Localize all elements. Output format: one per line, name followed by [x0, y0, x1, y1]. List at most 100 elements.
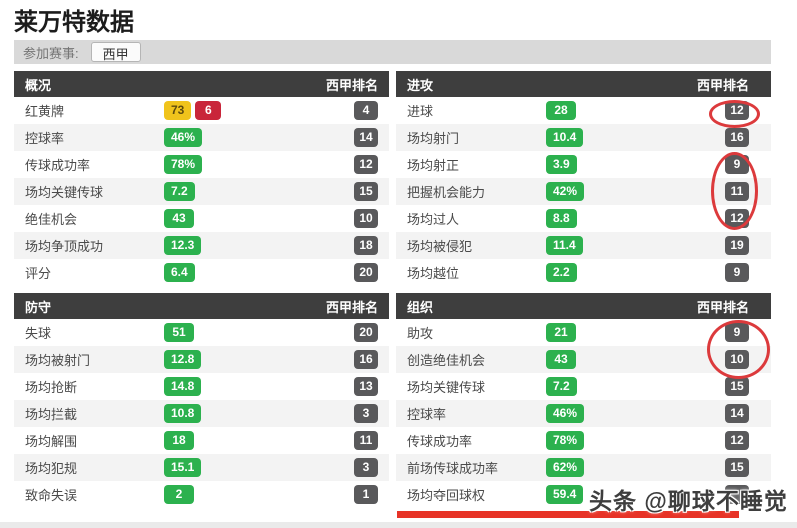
stat-values: 10.8	[164, 404, 202, 423]
stat-label: 传球成功率	[25, 158, 91, 173]
stat-label: 场均争顶成功	[25, 239, 104, 254]
stat-row: 场均被侵犯 11.4 19	[396, 232, 771, 259]
rank-badge: 10	[354, 209, 378, 228]
stat-values: 6.4	[164, 263, 195, 282]
stat-value-badge: 46%	[164, 128, 203, 147]
red-circle-annotation-organization-ranks	[707, 320, 770, 379]
stat-value-badge: 12.3	[164, 236, 202, 255]
stat-label: 场均拦截	[25, 407, 78, 422]
stat-values: 42%	[546, 182, 585, 201]
stat-label: 传球成功率	[407, 434, 473, 449]
stat-label: 场均抢断	[25, 380, 78, 395]
stat-values: 43	[546, 350, 576, 369]
yellow-cards-badge: 73	[164, 101, 192, 120]
stat-row: 场均拦截 10.8 3	[14, 400, 389, 427]
stat-values: 15.1	[164, 458, 202, 477]
stat-row: 前场传球成功率 62% 15	[396, 454, 771, 481]
stat-values: 12.8	[164, 350, 202, 369]
stat-value-badge: 15.1	[164, 458, 202, 477]
stat-row: 致命失误 2 1	[14, 481, 389, 508]
stat-label: 场均犯规	[25, 461, 78, 476]
stat-row: 场均夺回球权 59.4	[396, 481, 771, 508]
stat-values: 62%	[546, 458, 585, 477]
stat-label: 场均解围	[25, 434, 78, 449]
stat-values: 43	[164, 209, 194, 228]
rank-badge: 20	[354, 323, 378, 342]
red-cards-badge: 6	[195, 101, 222, 120]
red-underline-annotation	[397, 511, 739, 518]
rank-badge: 1	[354, 485, 378, 504]
stat-row: 场均争顶成功 12.3 18	[14, 232, 389, 259]
stat-values: 12.3	[164, 236, 202, 255]
stat-values: 51	[164, 323, 194, 342]
stat-value-badge: 51	[164, 323, 194, 342]
stats-panel: 组织 西甲排名 助攻 21 9 创造绝佳机会 43 10 场均关键传球 7.2 …	[396, 293, 771, 508]
stat-label: 场均射正	[407, 158, 460, 173]
stat-label: 控球率	[407, 407, 447, 422]
stat-value-badge: 7.2	[546, 377, 577, 396]
stat-label: 场均被射门	[25, 353, 91, 368]
stat-value-badge: 43	[164, 209, 194, 228]
stat-value-badge: 6.4	[164, 263, 195, 282]
panel-header: 概况 西甲排名	[14, 71, 389, 97]
stat-values: 7.2	[164, 182, 195, 201]
stat-row: 场均关键传球 7.2 15	[396, 373, 771, 400]
stat-values: 46%	[164, 128, 203, 147]
stats-grid: 概况 西甲排名 红黄牌 73 6 4 控球率 46% 14 传球成功率 78% 1…	[14, 71, 771, 508]
stat-values: 28	[546, 101, 576, 120]
stat-row: 场均解围 18 11	[14, 427, 389, 454]
stat-values: 7.2	[546, 377, 577, 396]
stat-label: 进球	[407, 104, 434, 119]
stat-row: 控球率 46% 14	[14, 124, 389, 151]
stat-label: 失球	[25, 326, 52, 341]
rank-badge: 18	[354, 236, 378, 255]
rank-badge: 12	[725, 431, 749, 450]
rank-badge: 3	[354, 458, 378, 477]
stat-row: 场均抢断 14.8 13	[14, 373, 389, 400]
competition-button[interactable]: 西甲	[90, 42, 141, 62]
rank-badge: 16	[725, 128, 749, 147]
stat-values: 10.4	[546, 128, 584, 147]
rank-badge: 12	[354, 155, 378, 174]
stat-label: 前场传球成功率	[407, 461, 499, 476]
stat-row: 进球 28 12	[396, 97, 771, 124]
panel-rows: 助攻 21 9 创造绝佳机会 43 10 场均关键传球 7.2 15 控球率 4…	[396, 319, 771, 508]
stat-row: 绝佳机会 43 10	[14, 205, 389, 232]
stat-value-badge: 2	[164, 485, 194, 504]
stat-label: 场均关键传球	[25, 185, 104, 200]
stat-value-badge: 10.8	[164, 404, 202, 423]
competition-bar: 参加赛事: 西甲	[14, 40, 771, 64]
stat-row: 评分 6.4 20	[14, 259, 389, 286]
rank-badge: 15	[725, 377, 749, 396]
stat-label: 控球率	[25, 131, 65, 146]
stat-value-badge: 62%	[546, 458, 585, 477]
stat-row: 场均被射门 12.8 16	[14, 346, 389, 373]
rank-column-header: 西甲排名	[696, 299, 749, 315]
rank-badge: 20	[354, 263, 378, 282]
stat-values: 8.8	[546, 209, 577, 228]
stat-value-badge: 78%	[164, 155, 203, 174]
red-circle-annotation-attack-ranks	[711, 152, 758, 230]
stat-values: 11.4	[546, 236, 583, 255]
stats-panel: 概况 西甲排名 红黄牌 73 6 4 控球率 46% 14 传球成功率 78% 1…	[14, 71, 389, 286]
rank-column-header: 西甲排名	[696, 77, 749, 93]
stat-row: 把握机会能力 42% 11	[396, 178, 771, 205]
stats-panel: 防守 西甲排名 失球 51 20 场均被射门 12.8 16 场均抢断 14.8…	[14, 293, 389, 508]
stat-values: 78%	[546, 431, 585, 450]
stat-value-badge: 8.8	[546, 209, 577, 228]
panel-rows: 红黄牌 73 6 4 控球率 46% 14 传球成功率 78% 12 场均关键传球…	[14, 97, 389, 286]
stat-label: 场均越位	[407, 266, 460, 281]
stat-row: 场均犯规 15.1 3	[14, 454, 389, 481]
rank-badge: 16	[354, 350, 378, 369]
stat-value-badge: 28	[546, 101, 576, 120]
stat-value-badge: 43	[546, 350, 576, 369]
rank-badge: 9	[725, 263, 749, 282]
page-title: 莱万特数据	[14, 9, 134, 36]
panel-header: 组织 西甲排名	[396, 293, 771, 319]
rank-badge: 14	[354, 128, 378, 147]
stat-label: 致命失误	[25, 488, 78, 503]
stat-row: 传球成功率 78% 12	[396, 427, 771, 454]
stat-values: 78%	[164, 155, 203, 174]
stat-row: 控球率 46% 14	[396, 400, 771, 427]
panel-title: 组织	[407, 299, 434, 315]
